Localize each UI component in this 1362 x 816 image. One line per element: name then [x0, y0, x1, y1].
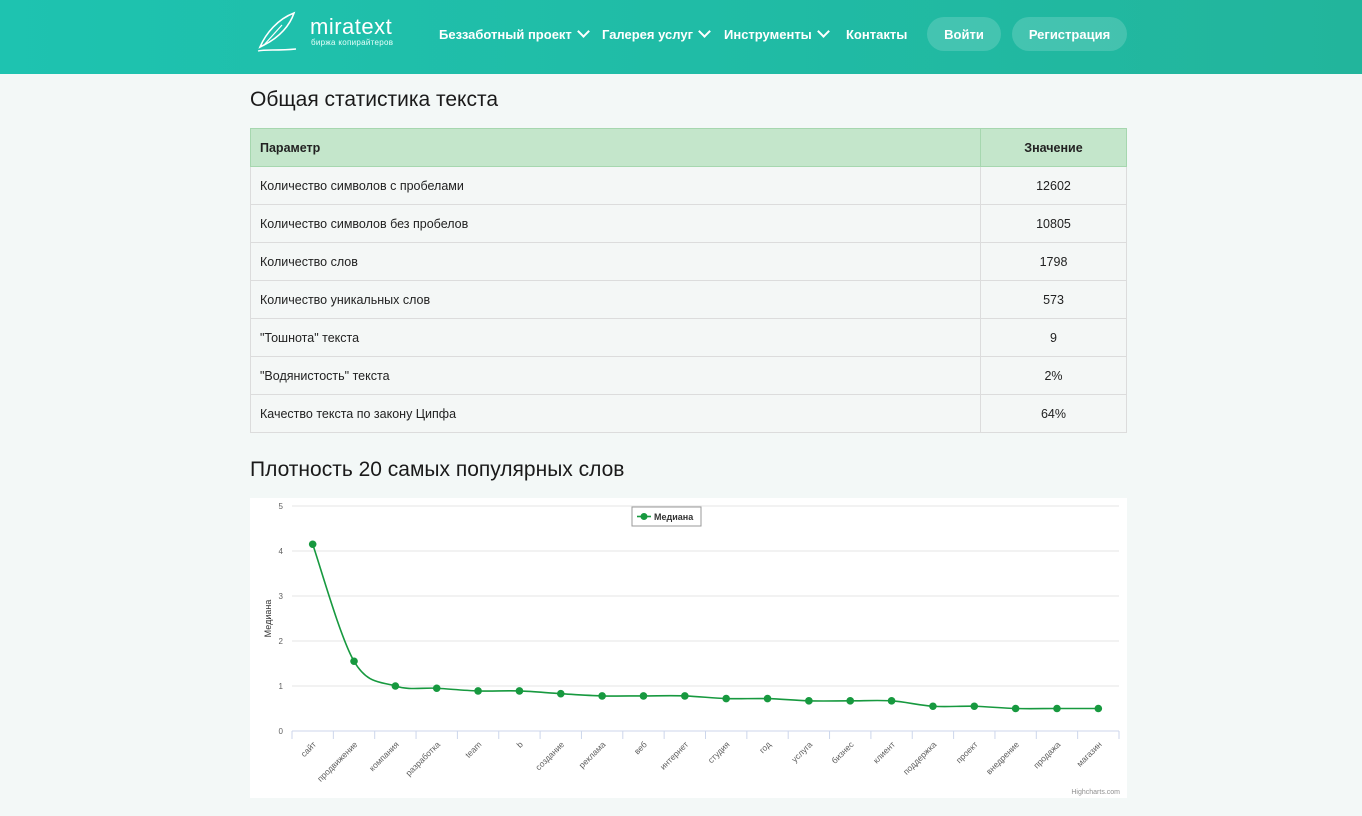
- param-cell: "Водянистость" текста: [250, 356, 981, 395]
- y-tick-label: 4: [279, 547, 284, 556]
- table-row: Количество уникальных слов 573: [250, 280, 1127, 319]
- param-cell: Количество слов: [250, 242, 981, 281]
- data-point: [970, 702, 979, 711]
- param-cell: Количество символов без пробелов: [250, 204, 981, 243]
- param-cell: Количество уникальных слов: [250, 280, 981, 319]
- x-tick-label: b: [514, 739, 525, 750]
- quill-logo-icon: [257, 11, 297, 52]
- table-row: Количество слов 1798: [250, 242, 1127, 281]
- data-point: [763, 694, 772, 703]
- logo-tagline: биржа копирайтеров: [311, 38, 394, 47]
- data-point: [639, 692, 648, 700]
- nav-item-contacts[interactable]: Контакты: [846, 27, 907, 42]
- value-cell: 64%: [980, 394, 1127, 433]
- nav-item-label: Контакты: [846, 27, 908, 42]
- data-point: [556, 689, 565, 698]
- x-tick-label: создание: [533, 739, 566, 772]
- column-header-param: Параметр: [250, 128, 981, 167]
- data-point: [722, 694, 730, 703]
- chevron-down-icon: [698, 25, 711, 38]
- login-button[interactable]: Войти: [927, 17, 1001, 51]
- chevron-down-icon: [816, 25, 830, 38]
- data-point: [846, 697, 855, 705]
- value-cell: 573: [980, 280, 1127, 319]
- param-cell: "Тошнота" текста: [250, 318, 981, 357]
- y-tick-label: 5: [279, 502, 284, 511]
- data-point: [887, 697, 896, 705]
- data-point: [474, 687, 482, 695]
- x-tick-label: бизнес: [829, 739, 856, 766]
- x-tick-label: год: [757, 739, 773, 755]
- nav-item-project[interactable]: Беззаботный проект: [439, 25, 590, 42]
- table-row: Количество символов с пробелами 12602: [250, 166, 1127, 205]
- column-header-value: Значение: [980, 128, 1127, 167]
- param-cell: Количество символов с пробелами: [250, 166, 981, 205]
- stats-table: Параметр Значение Количество символов с …: [250, 128, 1127, 433]
- data-point: [308, 540, 317, 549]
- y-tick-label: 1: [279, 682, 284, 691]
- density-title: Плотность 20 самых популярных слов: [250, 458, 625, 481]
- value-cell: 10805: [980, 204, 1127, 243]
- x-tick-label: продвижение: [315, 739, 360, 784]
- nav-item-gallery[interactable]: Галерея услуг: [602, 25, 711, 42]
- x-tick-label: продажа: [1031, 739, 1062, 770]
- data-point: [681, 692, 689, 700]
- param-cell: Качество текста по закону Ципфа: [250, 394, 981, 433]
- x-tick-label: студия: [706, 739, 732, 765]
- data-point: [432, 684, 441, 693]
- legend-box: [631, 506, 702, 527]
- value-cell: 12602: [980, 166, 1127, 205]
- x-tick-label: поддержка: [901, 739, 939, 777]
- y-tick-label: 3: [279, 592, 284, 601]
- x-tick-label: team: [463, 739, 483, 759]
- series-line-mediana: [311, 543, 1099, 710]
- table-header-row: Параметр Значение: [250, 128, 1127, 167]
- x-tick-label: проект: [954, 739, 980, 765]
- table-row: Качество текста по закону Ципфа 64%: [250, 394, 1127, 433]
- register-button[interactable]: Регистрация: [1012, 17, 1127, 51]
- nav-item-label: Беззаботный проект: [439, 27, 572, 42]
- y-axis-title: Медиана: [263, 600, 273, 638]
- data-point: [598, 692, 606, 700]
- x-tick-label: компания: [367, 739, 401, 773]
- logo-name: miratext: [310, 14, 393, 39]
- data-point: [350, 657, 358, 666]
- data-point: [515, 687, 524, 695]
- chevron-down-icon: [576, 25, 590, 38]
- x-tick-label: услуга: [789, 739, 814, 764]
- x-tick-label: клиент: [871, 739, 897, 765]
- nav-item-label: Инструменты: [724, 27, 812, 42]
- stats-title: Общая статистика текста: [250, 88, 499, 111]
- density-chart: 0 1 2 3 4 5 Медиана сайт продвижение компания разр…: [250, 498, 1127, 798]
- value-cell: 9: [980, 318, 1127, 357]
- data-point: [1094, 704, 1103, 713]
- x-tick-label: магазин: [1074, 739, 1104, 769]
- site-header: miratext биржа копирайтеров Беззаботный …: [0, 0, 1362, 74]
- data-point: [391, 682, 400, 690]
- nav-item-tools[interactable]: Инструменты: [724, 25, 830, 42]
- data-point: [805, 697, 813, 705]
- x-tick-label: разработка: [403, 739, 442, 778]
- data-point: [1011, 704, 1020, 713]
- table-row: "Водянистость" текста 2%: [250, 356, 1127, 395]
- y-tick-label: 0: [279, 727, 284, 736]
- x-tick-label: сайт: [299, 739, 319, 759]
- x-tick-label: веб: [632, 739, 649, 756]
- legend-label: Медиана: [654, 512, 694, 522]
- x-tick-label: внедрение: [984, 739, 1021, 776]
- data-point: [929, 702, 937, 711]
- value-cell: 2%: [980, 356, 1127, 395]
- table-row: "Тошнота" текста 9: [250, 318, 1127, 357]
- logo[interactable]: miratext биржа копирайтеров: [252, 11, 402, 55]
- legend-marker: [640, 513, 648, 520]
- data-point: [1053, 704, 1061, 713]
- x-tick-label: реклама: [577, 739, 608, 770]
- x-tick-label: интернет: [658, 739, 690, 771]
- table-row: Количество символов без пробелов 10805: [250, 204, 1127, 243]
- value-cell: 1798: [980, 242, 1127, 281]
- nav-item-label: Галерея услуг: [602, 27, 693, 42]
- chart-credits: Highcharts.com: [1071, 789, 1120, 796]
- y-tick-label: 2: [279, 637, 284, 646]
